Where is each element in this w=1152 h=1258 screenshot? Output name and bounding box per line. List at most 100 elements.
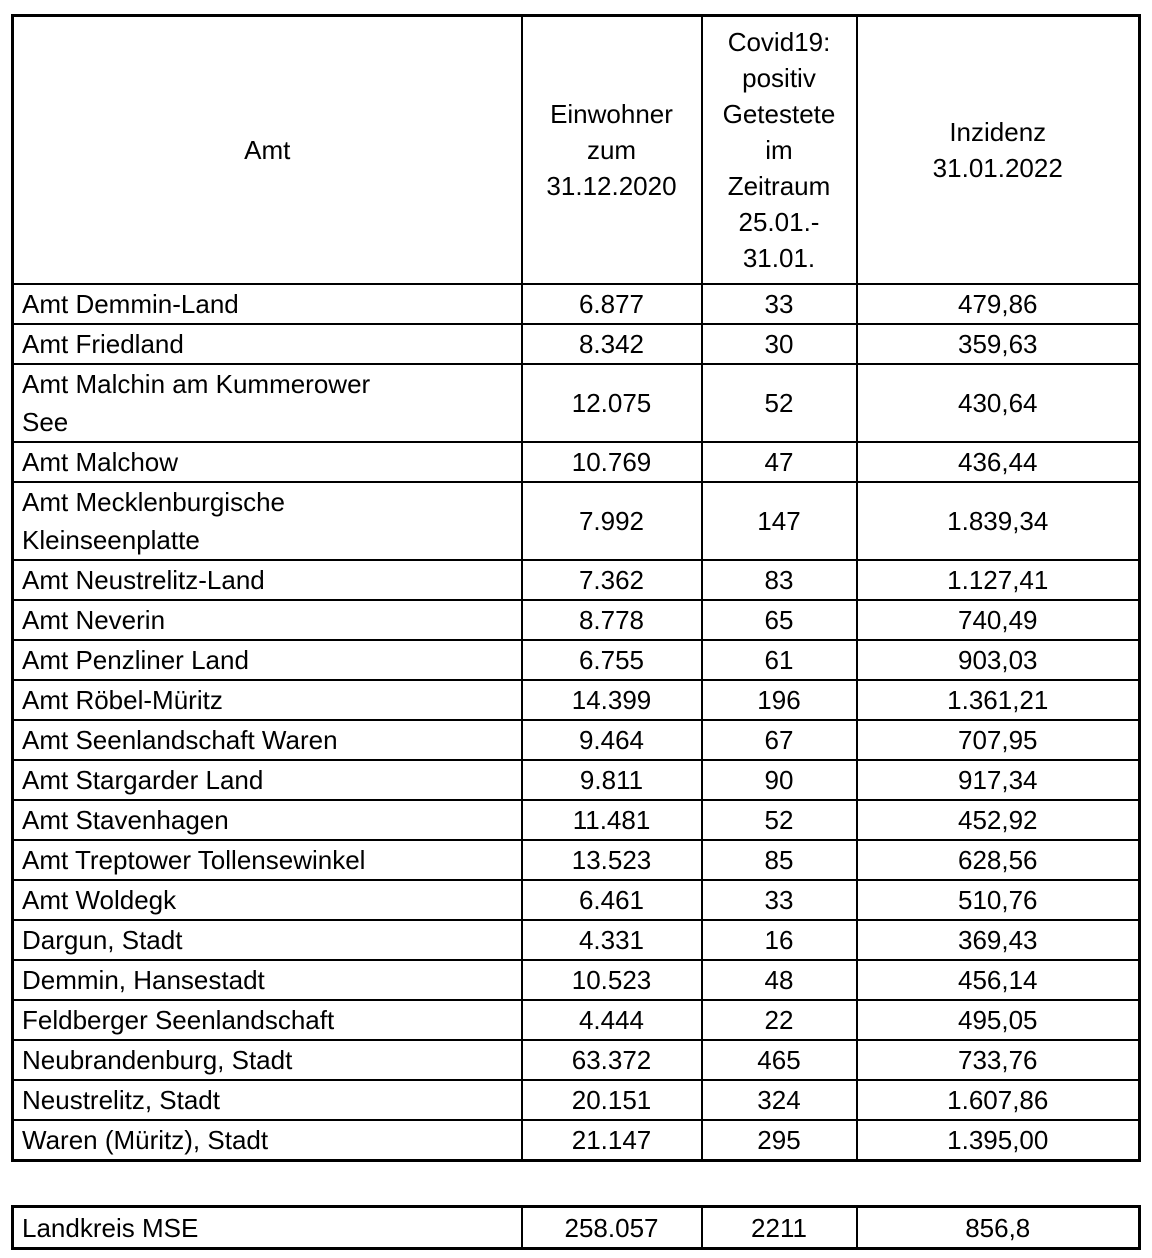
cell-positiv: 65 <box>700 598 858 641</box>
cell-einwohner: 7.362 <box>520 558 703 601</box>
header-inzidenz: Inzidenz 31.01.2022 <box>855 14 1141 285</box>
cell-positiv: 196 <box>700 678 858 721</box>
cell-amt: Amt Demmin-Land <box>11 282 523 325</box>
table-row: Amt Röbel-Müritz 14.399 196 1.361,21 <box>11 678 1141 721</box>
cell-inzidenz: 707,95 <box>855 718 1141 761</box>
cell-amt: Amt Mecklenburgische Kleinseenplatte <box>11 480 523 561</box>
cell-positiv: 16 <box>700 918 858 961</box>
cell-amt: Amt Röbel-Müritz <box>11 678 523 721</box>
cell-einwohner: 10.523 <box>520 958 703 1001</box>
cell-einwohner: 12.075 <box>520 362 703 443</box>
table-row: Dargun, Stadt 4.331 16 369,43 <box>11 918 1141 961</box>
header-amt: Amt <box>11 14 523 285</box>
table-row: Amt Penzliner Land 6.755 61 903,03 <box>11 638 1141 681</box>
cell-einwohner: 14.399 <box>520 678 703 721</box>
cell-inzidenz: 510,76 <box>855 878 1141 921</box>
cell-einwohner: 11.481 <box>520 798 703 841</box>
cell-positiv: 67 <box>700 718 858 761</box>
cell-positiv: 22 <box>700 998 858 1041</box>
table-row: Waren (Müritz), Stadt 21.147 295 1.395,00 <box>11 1118 1141 1161</box>
cell-einwohner: 6.461 <box>520 878 703 921</box>
cell-inzidenz: 1.127,41 <box>855 558 1141 601</box>
summary-cell-positiv: 2211 <box>700 1205 858 1250</box>
cell-einwohner: 13.523 <box>520 838 703 881</box>
summary-table: Landkreis MSE 258.057 2211 856,8 <box>11 1205 1141 1250</box>
incidence-table-body: Amt Demmin-Land 6.877 33 479,86 Amt Friedlan… <box>11 282 1141 1161</box>
cell-amt: Feldberger Seenlandschaft <box>11 998 523 1041</box>
cell-positiv: 465 <box>700 1038 858 1081</box>
cell-positiv: 147 <box>700 480 858 561</box>
header-einwohner: Einwohner zum 31.12.2020 <box>520 14 703 285</box>
cell-inzidenz: 1.395,00 <box>855 1118 1141 1161</box>
cell-amt: Amt Friedland <box>11 322 523 365</box>
cell-einwohner: 9.811 <box>520 758 703 801</box>
table-row: Amt Neverin 8.778 65 740,49 <box>11 598 1141 641</box>
cell-positiv: 33 <box>700 878 858 921</box>
table-row: Amt Woldegk 6.461 33 510,76 <box>11 878 1141 921</box>
cell-inzidenz: 452,92 <box>855 798 1141 841</box>
cell-amt: Neubrandenburg, Stadt <box>11 1038 523 1081</box>
cell-einwohner: 4.331 <box>520 918 703 961</box>
cell-inzidenz: 1.361,21 <box>855 678 1141 721</box>
cell-inzidenz: 1.607,86 <box>855 1078 1141 1121</box>
cell-positiv: 30 <box>700 322 858 365</box>
cell-inzidenz: 1.839,34 <box>855 480 1141 561</box>
cell-einwohner: 21.147 <box>520 1118 703 1161</box>
cell-positiv: 90 <box>700 758 858 801</box>
cell-einwohner: 20.151 <box>520 1078 703 1121</box>
cell-einwohner: 6.877 <box>520 282 703 325</box>
cell-amt: Waren (Müritz), Stadt <box>11 1118 523 1161</box>
cell-positiv: 85 <box>700 838 858 881</box>
table-row: Amt Mecklenburgische Kleinseenplatte 7.99… <box>11 480 1141 561</box>
cell-inzidenz: 628,56 <box>855 838 1141 881</box>
cell-inzidenz: 430,64 <box>855 362 1141 443</box>
cell-inzidenz: 495,05 <box>855 998 1141 1041</box>
cell-amt: Amt Woldegk <box>11 878 523 921</box>
cell-einwohner: 9.464 <box>520 718 703 761</box>
summary-cell-amt: Landkreis MSE <box>11 1205 523 1250</box>
cell-einwohner: 4.444 <box>520 998 703 1041</box>
cell-amt: Amt Neustrelitz-Land <box>11 558 523 601</box>
incidence-table: Amt Einwohner zum 31.12.2020 Covid19: po… <box>11 14 1141 1162</box>
cell-inzidenz: 903,03 <box>855 638 1141 681</box>
cell-einwohner: 10.769 <box>520 440 703 483</box>
cell-einwohner: 8.778 <box>520 598 703 641</box>
cell-inzidenz: 359,63 <box>855 322 1141 365</box>
cell-amt: Amt Treptower Tollensewinkel <box>11 838 523 881</box>
cell-positiv: 47 <box>700 440 858 483</box>
table-row: Amt Neustrelitz-Land 7.362 83 1.127,41 <box>11 558 1141 601</box>
cell-positiv: 324 <box>700 1078 858 1121</box>
table-row: Neubrandenburg, Stadt 63.372 465 733,76 <box>11 1038 1141 1081</box>
cell-inzidenz: 917,34 <box>855 758 1141 801</box>
cell-amt: Amt Stargarder Land <box>11 758 523 801</box>
table-row: Amt Malchow 10.769 47 436,44 <box>11 440 1141 483</box>
table-row: Amt Friedland 8.342 30 359,63 <box>11 322 1141 365</box>
table-row: Feldberger Seenlandschaft 4.444 22 495,05 <box>11 998 1141 1041</box>
cell-amt: Demmin, Hansestadt <box>11 958 523 1001</box>
cell-positiv: 295 <box>700 1118 858 1161</box>
header-covid-positiv: Covid19: positiv Getestete im Zeitraum 2… <box>700 14 858 285</box>
cell-amt: Amt Penzliner Land <box>11 638 523 681</box>
cell-amt: Amt Stavenhagen <box>11 798 523 841</box>
cell-inzidenz: 456,14 <box>855 958 1141 1001</box>
cell-amt: Amt Seenlandschaft Waren <box>11 718 523 761</box>
table-row: Amt Malchin am Kummerower See 12.075 52 430… <box>11 362 1141 443</box>
incidence-table-header: Amt Einwohner zum 31.12.2020 Covid19: po… <box>11 14 1141 285</box>
summary-cell-einwohner: 258.057 <box>520 1205 703 1250</box>
table-row: Amt Demmin-Land 6.877 33 479,86 <box>11 282 1141 325</box>
cell-einwohner: 7.992 <box>520 480 703 561</box>
cell-inzidenz: 479,86 <box>855 282 1141 325</box>
table-row: Amt Stargarder Land 9.811 90 917,34 <box>11 758 1141 801</box>
cell-inzidenz: 436,44 <box>855 440 1141 483</box>
cell-positiv: 33 <box>700 282 858 325</box>
cell-einwohner: 63.372 <box>520 1038 703 1081</box>
cell-inzidenz: 733,76 <box>855 1038 1141 1081</box>
cell-amt: Amt Malchin am Kummerower See <box>11 362 523 443</box>
table-row: Demmin, Hansestadt 10.523 48 456,14 <box>11 958 1141 1001</box>
cell-einwohner: 8.342 <box>520 322 703 365</box>
cell-inzidenz: 369,43 <box>855 918 1141 961</box>
summary-cell-inzidenz: 856,8 <box>855 1205 1141 1250</box>
header-row: Amt Einwohner zum 31.12.2020 Covid19: po… <box>11 14 1141 285</box>
summary-row: Landkreis MSE 258.057 2211 856,8 <box>11 1205 1141 1250</box>
